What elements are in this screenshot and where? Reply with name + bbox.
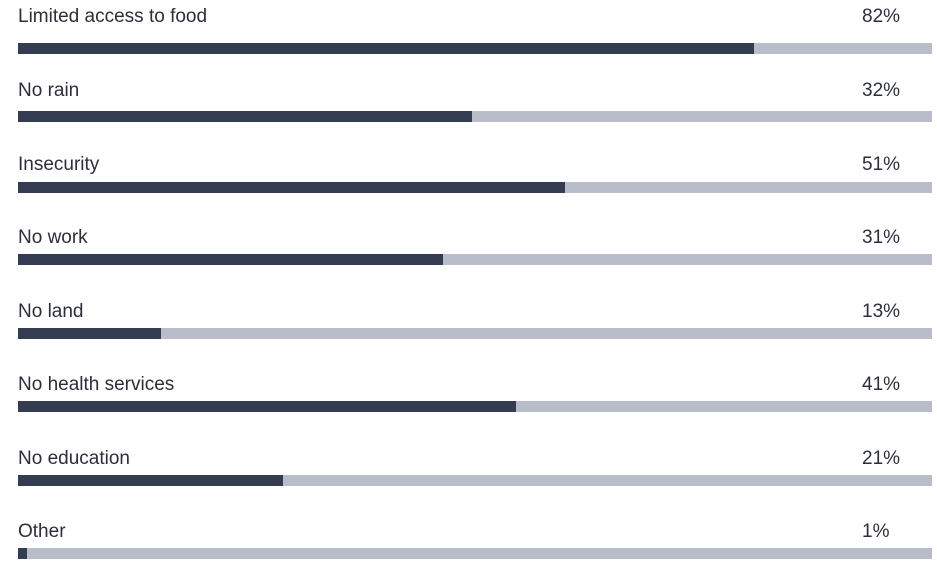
bar-row: No land 13%	[0, 301, 937, 361]
value-label: 82%	[862, 6, 901, 27]
bar-fill	[18, 254, 443, 265]
bar-track	[18, 328, 932, 339]
category-label: No health services	[18, 374, 175, 395]
category-label: No rain	[18, 80, 80, 101]
value-label: 21%	[862, 448, 901, 469]
bar-track	[18, 111, 932, 122]
bar-fill	[18, 182, 565, 193]
category-label: No education	[18, 448, 130, 469]
category-label: Insecurity	[18, 154, 100, 175]
value-label: 31%	[862, 227, 901, 248]
bar-row: No rain 32%	[0, 80, 937, 140]
bar-fill	[18, 475, 283, 486]
bar-track	[18, 475, 932, 486]
value-label: 13%	[862, 301, 901, 322]
bar-row: Insecurity 51%	[0, 154, 937, 214]
value-label: 51%	[862, 154, 901, 175]
bar-row: Limited access to food 82%	[0, 6, 937, 66]
value-label: 32%	[862, 80, 901, 101]
bar-track	[18, 548, 932, 559]
bar-fill	[18, 43, 754, 54]
bar-track	[18, 182, 932, 193]
bar-row: No education 21%	[0, 448, 937, 508]
bar-track	[18, 401, 932, 412]
bar-fill	[18, 401, 516, 412]
category-label: No work	[18, 227, 88, 248]
category-label: Other	[18, 521, 66, 542]
bar-row: No work 31%	[0, 227, 937, 287]
bar-fill	[18, 328, 161, 339]
value-label: 41%	[862, 374, 901, 395]
category-label: Limited access to food	[18, 6, 208, 27]
bar-track	[18, 43, 932, 54]
value-label: 1%	[862, 521, 890, 542]
category-label: No land	[18, 301, 84, 322]
bar-track	[18, 254, 932, 265]
bar-row: Other 1%	[0, 521, 937, 581]
bar-fill	[18, 111, 472, 122]
bar-row: No health services 41%	[0, 374, 937, 434]
bar-fill	[18, 548, 27, 559]
